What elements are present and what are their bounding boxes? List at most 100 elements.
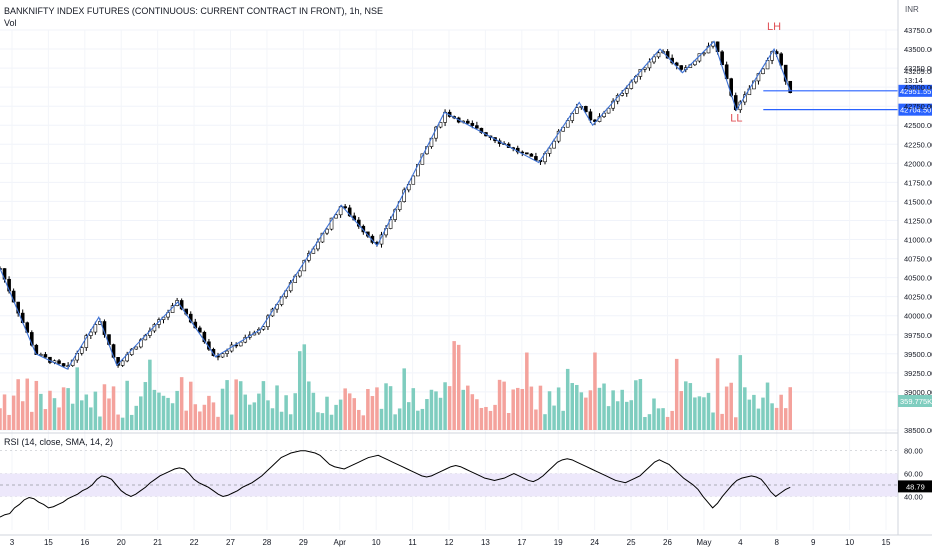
candle-body (438, 122, 443, 128)
volume-bar (257, 393, 261, 430)
candle-body (475, 125, 479, 129)
volume-bar (656, 408, 661, 430)
candle-body (779, 53, 783, 66)
time-tick-label: 11 (408, 538, 417, 547)
volume-bar (674, 358, 679, 430)
volume-bar (30, 411, 34, 430)
price-tick-label: 41500.00 (904, 197, 932, 206)
volume-bar (670, 410, 674, 430)
candle-body (302, 260, 307, 272)
volume-label: Vol (4, 18, 17, 28)
time-tick-label: Apr (334, 538, 347, 547)
rsi-tick-label: 80.00 (904, 447, 923, 456)
volume-bar (61, 387, 66, 430)
volume-bar (624, 401, 629, 430)
time-tick-label: May (696, 538, 711, 547)
candle-body (93, 324, 98, 333)
volume-bar (139, 396, 143, 430)
time-axis[interactable]: 3 15 16 20 21 22 27 28 29 Apr 10 11 12 13 17 19 24 25 26 Ma… (0, 534, 932, 547)
volume-bar (98, 416, 102, 430)
candle-body (61, 363, 66, 367)
candle-body (84, 335, 89, 348)
candle-body (325, 228, 329, 234)
volume-bar (288, 414, 293, 430)
chart-title: BANKNIFTY INDEX FUTURES (CONTINUOUS: CUR… (4, 6, 384, 16)
time-tick-label: 26 (663, 538, 672, 547)
candle-body (552, 140, 556, 149)
volume-bar (443, 382, 447, 430)
volume-bar (652, 398, 656, 430)
volume-bar (34, 380, 39, 430)
volume-bar (538, 385, 543, 430)
volume-bar (211, 402, 216, 430)
volume-bar (393, 414, 397, 430)
volume-bar (484, 406, 488, 430)
candle-body (120, 360, 125, 366)
candle-body (652, 56, 656, 63)
price-tick-label: 40500.00 (904, 274, 932, 283)
volume-bar (511, 389, 515, 430)
time-tick-label: 15 (882, 538, 891, 547)
rsi-tick-label: 60.00 (904, 470, 923, 479)
volume-bar (711, 412, 715, 430)
volume-bar (488, 410, 493, 430)
volume-bar (0, 408, 2, 430)
volume-bar (411, 388, 416, 430)
volume-bar (529, 386, 534, 430)
volume-bar (329, 414, 334, 430)
volume-bar (152, 389, 157, 430)
volume-bar (634, 380, 638, 430)
volume-bar (743, 387, 747, 430)
volume-bar (248, 404, 252, 430)
volume-bar (556, 387, 561, 430)
candle-body (624, 88, 629, 94)
grid (0, 29, 898, 530)
volume-bar (602, 383, 606, 430)
volume-bar (788, 387, 792, 430)
volume-bar (475, 399, 479, 430)
candle-body (220, 353, 225, 358)
volume-bar (198, 411, 202, 430)
time-tick-label: 29 (299, 538, 308, 547)
price-axis[interactable]: 38500.00 39000.00 39250.00 39500.00 39750.00… (897, 0, 932, 535)
volume-bar (84, 394, 89, 430)
volume-bar (111, 386, 116, 430)
price-tick-label: 42750.00 (904, 102, 932, 111)
price-tick-label: 39000.00 (904, 388, 932, 397)
volume-bar (470, 394, 475, 430)
volume-bar (761, 397, 765, 430)
volume-bar (497, 379, 502, 430)
volume-bar (125, 380, 129, 430)
volume-bar (611, 390, 615, 430)
volume-bar (579, 392, 584, 430)
volume-bar (75, 367, 79, 430)
time-tick-label: 8 (775, 538, 780, 547)
volume-bar (89, 407, 93, 430)
volume-bar (134, 405, 139, 430)
volume-bar (561, 410, 565, 430)
volume-bar (361, 415, 366, 430)
candle-body (611, 100, 615, 109)
price-tick-label: 38500.00 (904, 426, 932, 435)
volume-bar (515, 387, 520, 430)
volume-bar (425, 399, 429, 430)
volume-bar (261, 381, 266, 430)
rsi-tick-label: 40.00 (904, 492, 923, 501)
volume-bar (325, 396, 329, 430)
volume-bar (343, 388, 347, 430)
volume-bar (525, 352, 529, 430)
volume-bar (157, 392, 161, 430)
candle-body (783, 64, 788, 82)
volume-bar (629, 400, 634, 430)
price-tick-label: 42250.00 (904, 140, 932, 149)
volume-bar (2, 394, 7, 430)
candle-body (574, 107, 579, 114)
candles (0, 41, 793, 370)
candle-body (266, 315, 270, 328)
time-tick-label: 20 (117, 538, 126, 547)
volume-bar (724, 386, 729, 430)
volume-bar (547, 391, 552, 430)
time-tick-label: 16 (80, 538, 89, 547)
